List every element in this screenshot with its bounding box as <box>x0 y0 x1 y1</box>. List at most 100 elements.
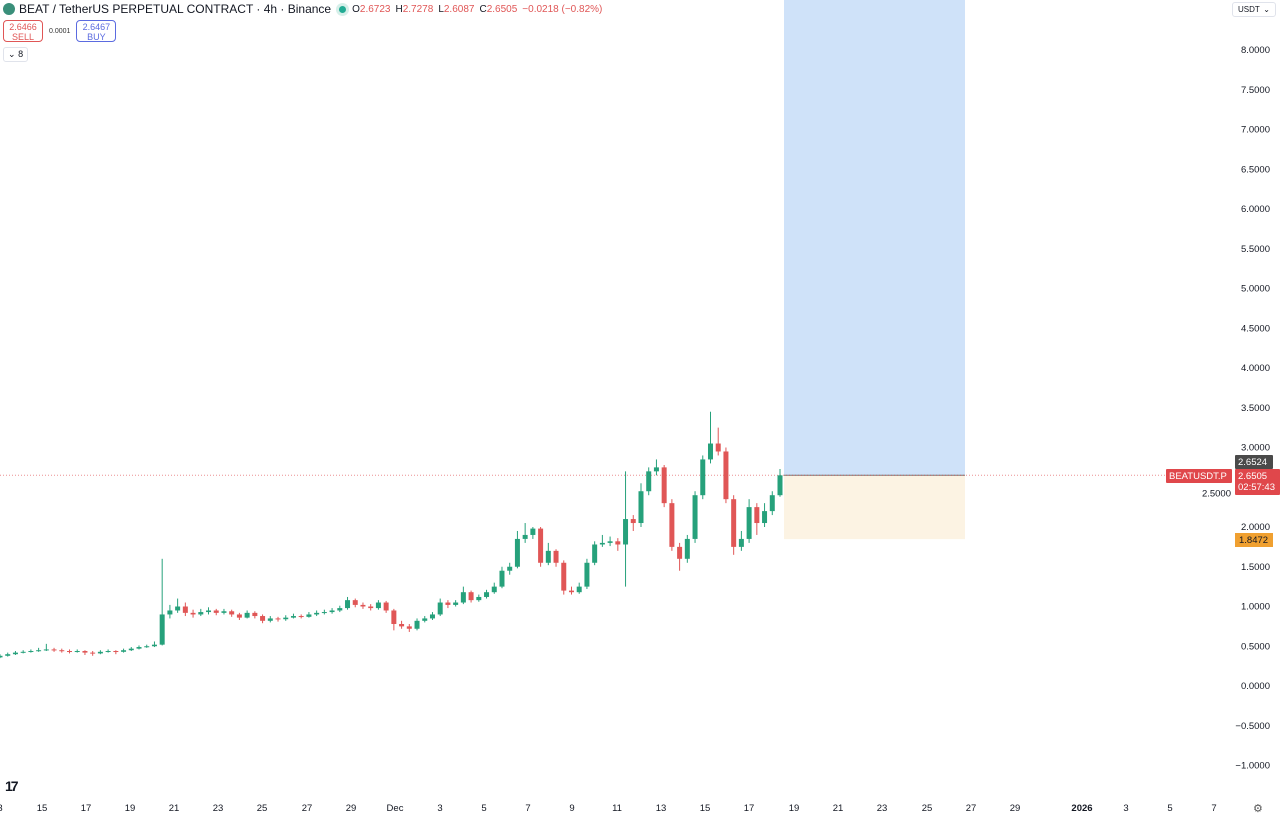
candle <box>646 467 652 496</box>
candle <box>128 647 134 652</box>
candle-body <box>151 644 157 647</box>
y-tick-label: 5.0000 <box>1241 284 1270 295</box>
chevron-down-icon: ⌄ <box>8 49 16 59</box>
candle <box>20 650 26 654</box>
candle <box>576 582 582 594</box>
candle <box>283 615 289 621</box>
candle-body <box>707 443 713 460</box>
x-tick-label: Dec <box>387 803 404 814</box>
candle-body <box>306 614 312 617</box>
candle-body <box>592 544 598 563</box>
candle-body <box>576 586 582 593</box>
candle <box>113 650 119 655</box>
candle <box>746 499 752 543</box>
candle <box>67 649 73 654</box>
candle-body <box>206 610 212 613</box>
candle-body <box>244 612 250 618</box>
candle-body <box>252 612 258 617</box>
candle <box>12 651 18 655</box>
x-tick-label: 17 <box>81 803 92 814</box>
candle-body <box>414 620 420 629</box>
candle <box>468 590 474 603</box>
candle <box>383 600 389 613</box>
candle-body <box>723 451 729 500</box>
candle-body <box>97 651 103 654</box>
candle <box>229 609 235 617</box>
candle-body <box>468 592 474 601</box>
y-tick-label: 7.5000 <box>1241 85 1270 96</box>
candle <box>167 604 173 619</box>
high-value: 2.7278 <box>402 3 434 15</box>
candle <box>121 648 127 653</box>
candle-body <box>422 618 428 621</box>
x-tick-label: 29 <box>346 803 357 814</box>
candle <box>700 455 706 500</box>
candle-body <box>352 600 358 605</box>
candle-body <box>74 651 80 653</box>
candle-body <box>507 566 513 571</box>
candle-body <box>290 616 296 618</box>
candle <box>51 647 57 652</box>
tradingview-logo[interactable]: 17 <box>5 778 19 794</box>
candle <box>723 447 729 504</box>
candle <box>684 534 690 563</box>
symbol-tag-label-bg <box>1166 469 1232 483</box>
candle <box>244 610 250 619</box>
candle <box>5 652 11 657</box>
candle <box>638 483 644 527</box>
y-tick-label: 1.0000 <box>1241 602 1270 613</box>
chevron-down-icon: ⌄ <box>1263 5 1270 14</box>
candle-body <box>105 651 111 653</box>
trade-panel: 2.6466 SELL 0.0001 2.6467 BUY <box>3 20 117 42</box>
sell-button[interactable]: 2.6466 SELL <box>3 20 43 42</box>
x-tick-label: 17 <box>744 803 755 814</box>
candle-body <box>236 614 242 618</box>
currency-select[interactable]: USDT ⌄ <box>1232 2 1276 17</box>
candle-body <box>460 592 466 603</box>
candle <box>182 602 188 617</box>
candle <box>59 648 65 653</box>
candle-body <box>113 651 119 653</box>
candle-body <box>329 610 335 613</box>
y-tick-label: 1.5000 <box>1241 562 1270 573</box>
candle <box>769 491 775 516</box>
candle <box>607 536 613 547</box>
x-tick-label: 21 <box>833 803 844 814</box>
settings-gear-icon[interactable]: ⚙ <box>1253 803 1263 815</box>
x-tick-label: 25 <box>257 803 268 814</box>
candle <box>175 598 181 613</box>
candle-body <box>229 611 235 615</box>
candle-body <box>599 542 605 545</box>
candle-body <box>538 528 544 563</box>
indicators-toggle[interactable]: ⌄ 8 <box>3 47 29 62</box>
symbol-title[interactable]: BEAT / TetherUS PERPETUAL CONTRACT · 4h … <box>19 2 332 16</box>
buy-button[interactable]: 2.6467 BUY <box>76 20 117 42</box>
candle-body <box>375 602 381 609</box>
y-tick-label: 0.0000 <box>1241 681 1270 692</box>
candle <box>484 589 490 599</box>
candle-body <box>90 652 96 654</box>
high-marker-label-bg <box>1235 455 1273 469</box>
candle <box>236 612 242 621</box>
candle-body <box>561 562 567 591</box>
y-tick-label: 4.5000 <box>1241 323 1270 334</box>
candle-body <box>136 647 142 649</box>
candle <box>0 654 3 659</box>
candle <box>553 549 559 567</box>
candle-body <box>275 618 281 620</box>
candle <box>429 612 435 621</box>
low-value: 2.6087 <box>443 3 475 15</box>
candle-body <box>623 519 629 545</box>
candle <box>422 616 428 623</box>
candle <box>692 491 698 543</box>
candle-body <box>653 467 659 472</box>
candle-body <box>82 651 88 653</box>
candle-body <box>568 590 574 593</box>
candle <box>329 608 335 614</box>
candle <box>314 610 320 617</box>
candle-body <box>738 538 744 547</box>
candle <box>545 542 551 566</box>
last-price-label-bg <box>1235 469 1280 495</box>
x-tick-label: 27 <box>302 803 313 814</box>
